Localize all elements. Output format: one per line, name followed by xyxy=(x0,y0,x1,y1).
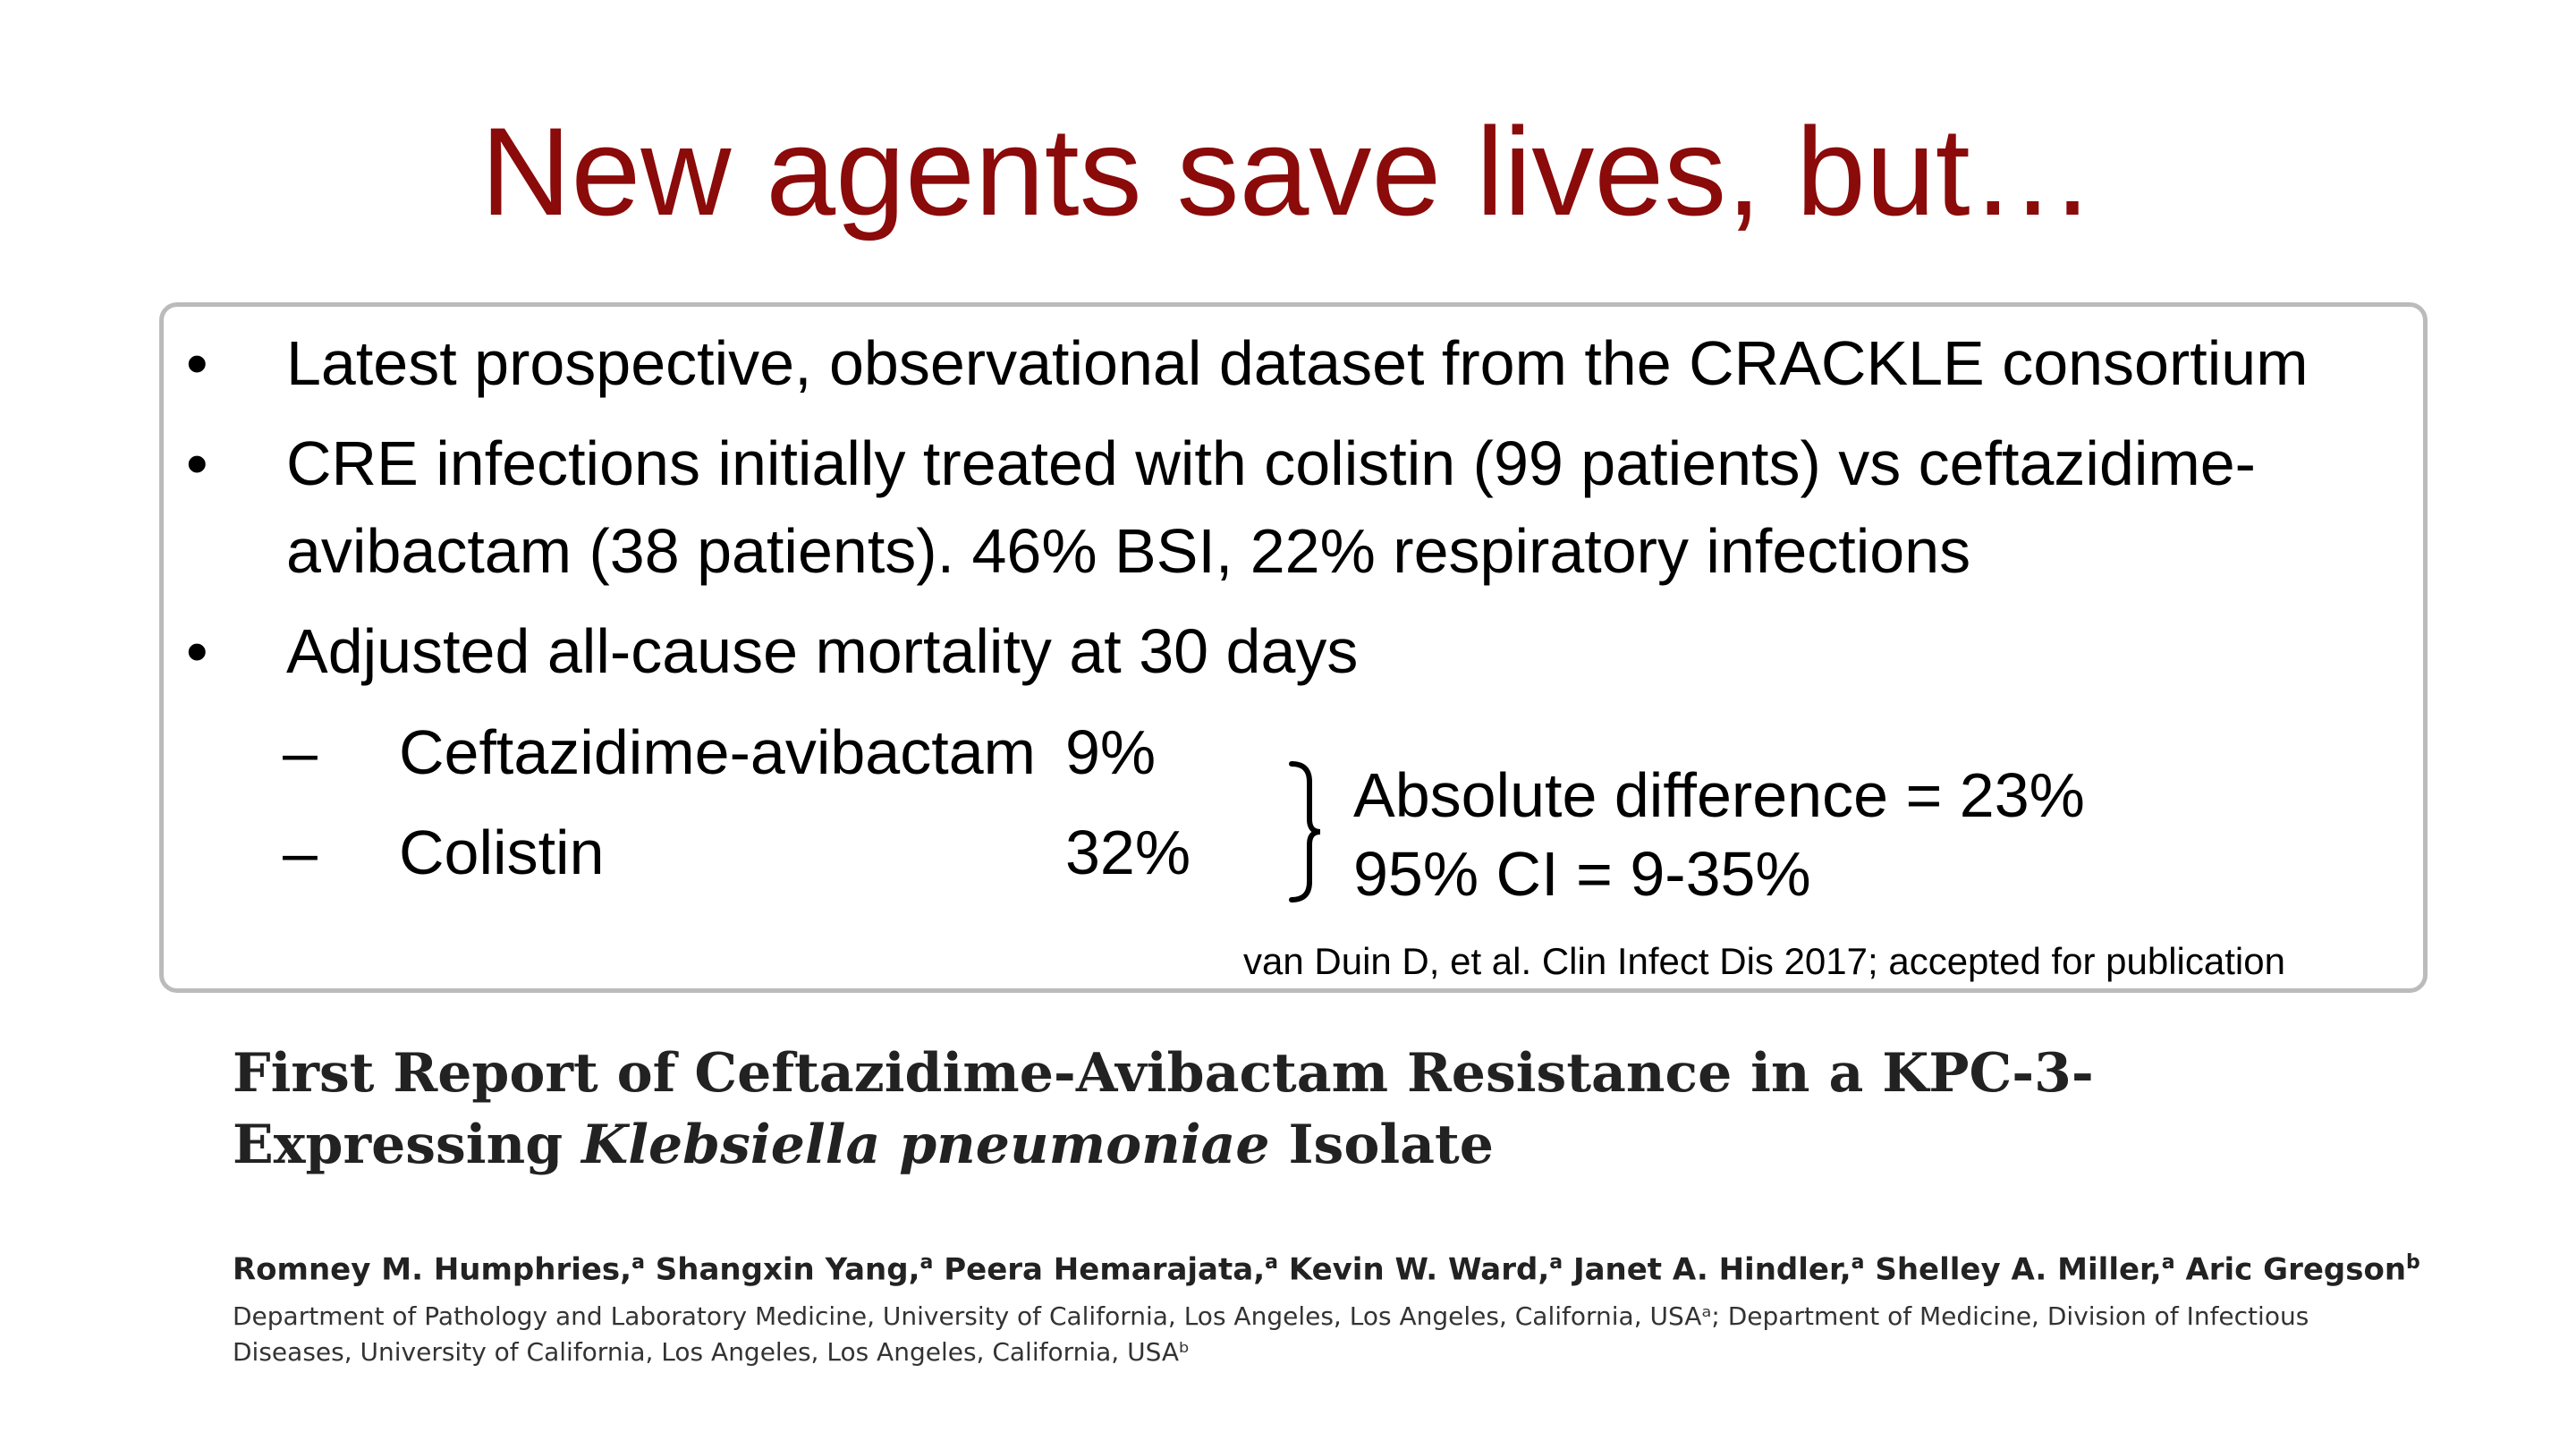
author-name: Shelley A. Miller, xyxy=(1875,1251,2162,1288)
content-box xyxy=(159,302,2428,993)
author-name: Kevin W. Ward, xyxy=(1288,1251,1550,1288)
author-affiliation-mark: a xyxy=(2161,1251,2175,1274)
author-name: Romney M. Humphries, xyxy=(233,1251,632,1288)
paper-title-line1: First Report of Ceftazidime-Avibactam Re… xyxy=(233,1042,2094,1105)
bullet-text: Latest prospective, observational datase… xyxy=(286,328,2309,398)
sub-item-value: 9% xyxy=(1065,717,1157,787)
bullet-marker: • xyxy=(186,328,208,398)
paper-title-species: Klebsiella pneumoniae xyxy=(581,1114,1270,1176)
author-name: Shangxin Yang, xyxy=(655,1251,920,1288)
sub-item-label: Colistin xyxy=(399,818,605,887)
author-affiliation-mark: a xyxy=(1851,1251,1865,1274)
sub-item-label: Ceftazidime-avibactam xyxy=(399,717,1036,787)
difference-note: Absolute difference = 23% 95% CI = 9-35% xyxy=(1353,756,2085,913)
author-affiliation-mark: a xyxy=(919,1251,934,1274)
sub-item-marker: – xyxy=(283,717,318,787)
confidence-interval: 95% CI = 9-35% xyxy=(1353,839,1811,909)
bullet-text: avibactam (38 patients). 46% BSI, 22% re… xyxy=(286,516,1971,586)
citation: van Duin D, et al. Clin Infect Dis 2017;… xyxy=(1243,940,2285,982)
paper-authors: Romney M. Humphries,a Shangxin Yang,a Pe… xyxy=(233,1243,2420,1289)
author-affiliation-mark: a xyxy=(631,1251,645,1274)
bullet-marker: • xyxy=(186,616,208,686)
author-affiliation-mark: a xyxy=(1549,1251,1563,1274)
slide-title: New agents save lives, but… xyxy=(480,101,2096,242)
paper-title-text: Isolate xyxy=(1269,1114,1494,1176)
sub-item-value: 32% xyxy=(1065,818,1191,887)
author-affiliation-mark: b xyxy=(2406,1251,2420,1274)
bullet-text: CRE infections initially treated with co… xyxy=(286,428,2256,498)
paper-affiliation-line2: Diseases, University of California, Los … xyxy=(233,1337,1191,1367)
author-name: Peera Hemarajata, xyxy=(944,1251,1266,1288)
paper-affiliation-line1: Department of Pathology and Laboratory M… xyxy=(233,1301,2309,1331)
bullet-text: Adjusted all-cause mortality at 30 days xyxy=(286,616,1359,686)
right-brace-icon xyxy=(1289,761,1321,902)
author-affiliation-mark: a xyxy=(1265,1251,1278,1274)
author-name: Janet A. Hindler, xyxy=(1572,1251,1852,1288)
paper-title-line2: Expressing Klebsiella pneumoniae Isolate xyxy=(233,1109,2094,1181)
paper-title-text: Expressing xyxy=(233,1114,582,1176)
author-name: Aric Gregson xyxy=(2185,1251,2407,1288)
paper-title: First Report of Ceftazidime-Avibactam Re… xyxy=(233,1038,2094,1181)
sub-item-marker: – xyxy=(283,818,318,887)
absolute-difference: Absolute difference = 23% xyxy=(1353,760,2085,830)
bullet-marker: • xyxy=(186,428,208,498)
